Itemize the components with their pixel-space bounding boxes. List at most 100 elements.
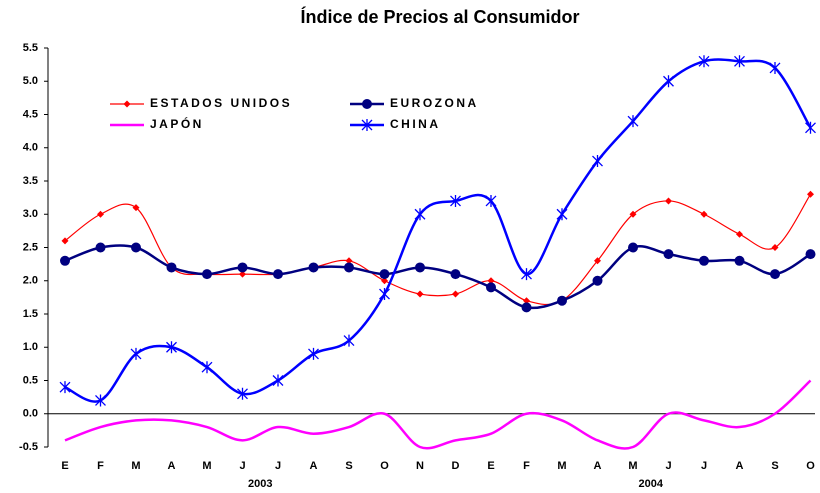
data-point xyxy=(343,334,355,347)
data-point xyxy=(416,290,424,298)
legend-label: ESTADOS UNIDOS xyxy=(150,96,292,110)
x-tick-label: F xyxy=(97,460,104,472)
x-tick-label: S xyxy=(345,460,352,472)
data-point xyxy=(663,75,674,88)
data-point xyxy=(345,257,353,265)
data-point xyxy=(485,194,497,207)
x-tick-label: A xyxy=(168,460,176,472)
chart-title: Índice de Precios al Consumidor xyxy=(300,6,579,27)
data-point xyxy=(665,197,672,205)
x-tick-label: M xyxy=(131,460,140,472)
data-point xyxy=(201,361,213,374)
y-tick-label: -0.5 xyxy=(19,441,38,453)
data-point xyxy=(272,374,284,387)
series-line xyxy=(64,193,811,306)
y-tick-label: 0.5 xyxy=(23,374,38,386)
data-point xyxy=(486,282,496,293)
x-tick-label: J xyxy=(665,460,671,472)
data-point xyxy=(131,242,141,253)
x-tick-label: J xyxy=(239,460,245,472)
y-tick-label: 5.0 xyxy=(23,75,38,87)
y-tick-label: 1.0 xyxy=(23,341,38,353)
x-group-label: 2003 xyxy=(248,478,272,490)
y-tick-label: 0.0 xyxy=(23,408,38,420)
data-point xyxy=(523,297,530,305)
legend-label: EUROZONA xyxy=(390,96,479,110)
y-tick-label: 4.0 xyxy=(23,142,38,154)
y-tick-label: 5.5 xyxy=(23,42,38,54)
legend-label: CHINA xyxy=(390,117,441,131)
data-point xyxy=(592,275,603,286)
x-tick-label: D xyxy=(452,460,460,472)
x-tick-label: F xyxy=(523,460,530,472)
data-point xyxy=(627,115,639,128)
data-point xyxy=(663,249,674,260)
y-tick-label: 3.0 xyxy=(23,208,38,220)
data-point xyxy=(521,302,532,313)
data-point xyxy=(166,262,177,273)
data-point xyxy=(805,249,816,260)
data-point xyxy=(60,255,70,266)
y-tick-label: 4.5 xyxy=(23,108,38,120)
data-point xyxy=(95,394,106,407)
data-point xyxy=(771,244,779,251)
x-tick-label: A xyxy=(310,460,318,472)
x-tick-label: S xyxy=(771,460,778,472)
data-point xyxy=(557,295,567,306)
data-point xyxy=(699,255,709,266)
data-point xyxy=(629,210,637,218)
y-tick-label: 1.5 xyxy=(23,308,38,320)
x-tick-label: M xyxy=(628,460,637,472)
data-point xyxy=(487,277,495,285)
data-point xyxy=(381,277,388,285)
data-point xyxy=(308,347,319,360)
data-point xyxy=(132,204,140,212)
data-point xyxy=(698,55,710,68)
data-point xyxy=(308,262,319,273)
legend-marker xyxy=(361,119,373,131)
x-tick-label: A xyxy=(594,460,602,472)
data-point xyxy=(415,262,425,273)
x-tick-label: E xyxy=(487,460,494,472)
data-point xyxy=(805,121,816,134)
data-point xyxy=(344,262,354,273)
y-tick-label: 2.5 xyxy=(23,241,38,253)
legend-marker xyxy=(123,100,131,108)
series-line xyxy=(64,58,812,403)
data-point xyxy=(202,269,212,280)
data-point xyxy=(770,269,780,280)
data-point xyxy=(592,155,603,168)
data-point xyxy=(273,269,283,280)
data-point xyxy=(237,387,248,400)
series-line xyxy=(64,244,812,310)
data-point xyxy=(379,288,390,301)
data-point xyxy=(736,230,743,238)
data-point xyxy=(450,269,461,280)
x-tick-label: M xyxy=(202,460,211,472)
data-point xyxy=(807,190,814,198)
y-tick-label: 3.5 xyxy=(23,175,38,187)
data-point xyxy=(450,194,461,207)
data-point xyxy=(594,257,601,265)
data-point xyxy=(61,237,69,245)
data-point xyxy=(700,210,708,218)
x-tick-label: J xyxy=(275,460,281,472)
data-point xyxy=(556,208,568,221)
x-tick-label: J xyxy=(701,460,707,472)
data-point xyxy=(452,290,459,298)
x-tick-label: E xyxy=(61,460,68,472)
data-point xyxy=(628,242,638,253)
y-tick-label: 2.0 xyxy=(23,275,38,287)
legend-marker xyxy=(362,99,372,109)
x-tick-label: A xyxy=(736,460,744,472)
data-point xyxy=(734,55,745,68)
data-point xyxy=(95,242,106,253)
x-tick-label: N xyxy=(416,460,424,472)
x-group-label: 2004 xyxy=(639,478,664,490)
series-line xyxy=(64,379,812,450)
data-point xyxy=(379,269,390,280)
data-point xyxy=(97,210,104,218)
data-point xyxy=(734,255,745,266)
data-point xyxy=(237,262,248,273)
data-point xyxy=(166,341,177,354)
